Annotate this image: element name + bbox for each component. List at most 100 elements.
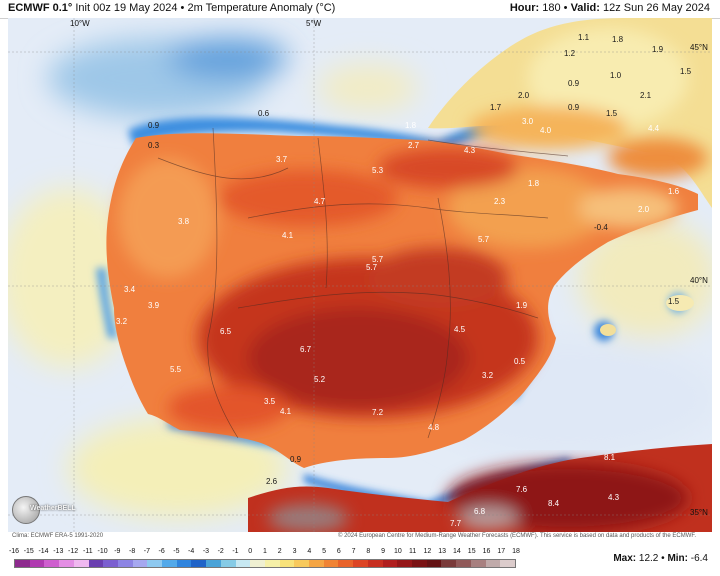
legend-swatch (147, 560, 163, 567)
hour-value: 180 (542, 2, 561, 14)
legend-tick-label: 12 (423, 548, 432, 555)
legend-tick-label: -5 (173, 548, 180, 555)
header-bullet-2: • (563, 2, 568, 14)
max-min-readout: Max: 12.2 • Min: -6.4 (613, 553, 708, 564)
legend-tick-label: -2 (217, 548, 224, 555)
value-label: 0.5 (514, 357, 526, 366)
value-label: 2.7 (408, 141, 420, 150)
legend-swatch (470, 560, 486, 567)
legend-swatch (485, 560, 501, 567)
max-label: Max: (613, 553, 637, 564)
anomaly-map: 10°W 5°W 45°N 40°N 35°N 1.1 1.8 1.9 1.2 … (8, 18, 712, 532)
legend-swatch (88, 560, 104, 567)
legend-tick-label: -12 (67, 548, 79, 555)
legend-swatch (309, 560, 324, 567)
value-label: -0.4 (594, 223, 608, 232)
value-label: 5.7 (478, 235, 490, 244)
legend-swatch (456, 560, 471, 567)
legend-tick-label: -3 (202, 548, 210, 555)
value-label: 1.0 (610, 71, 622, 80)
value-label: 4.8 (428, 423, 440, 432)
legend-swatch (162, 560, 177, 567)
legend-swatch (338, 560, 354, 567)
value-label: 1.5 (668, 297, 680, 306)
header-bullet: • (180, 2, 185, 14)
value-label: 7.7 (450, 519, 462, 528)
value-label: 0.9 (568, 79, 580, 88)
min-label: Min: (667, 553, 688, 564)
max-value: 12.2 (638, 553, 659, 564)
coord-40n: 40°N (690, 276, 708, 285)
header-right: Hour: 180 • Valid: 12z Sun 26 May 2024 (510, 2, 710, 14)
header-left: ECMWF 0.1° Init 00z 19 May 2024 • 2m Tem… (8, 2, 335, 14)
value-label: 1.5 (680, 67, 692, 76)
legend-tick-label: -7 (143, 548, 150, 555)
legend-tick-label: 3 (292, 548, 297, 555)
value-label: 1.2 (564, 49, 576, 58)
legend-tick-label: 11 (409, 548, 417, 555)
value-label: 2.6 (266, 477, 278, 486)
legend-tick-label: 9 (381, 548, 386, 555)
legend-tick-label: -9 (114, 548, 121, 555)
value-label: 2.0 (638, 205, 650, 214)
legend-tick-label: -16 (8, 548, 20, 555)
legend-swatch (206, 560, 221, 567)
iberia-shading (118, 148, 678, 430)
value-label: 3.9 (148, 301, 160, 310)
value-label: 3.7 (276, 155, 288, 164)
init-time: Init 00z 19 May 2024 (75, 2, 178, 14)
legend-swatch (191, 560, 207, 567)
model-name: ECMWF 0.1° (8, 2, 73, 14)
legend-tick-label: 4 (307, 548, 312, 555)
legend-swatch (250, 560, 265, 567)
value-label: 5.7 (366, 263, 378, 272)
legend-tick-label: -8 (128, 548, 136, 555)
valid-label: Valid: (570, 2, 600, 14)
legend-tick-label: -15 (23, 548, 34, 555)
legend-tick-label: 18 (512, 548, 520, 555)
logo-globe-icon (12, 496, 40, 524)
legend-swatch (441, 560, 457, 567)
value-label: 7.6 (516, 485, 528, 494)
value-label: 1.5 (606, 109, 618, 118)
value-label: 4.1 (282, 231, 294, 240)
value-label: 1.6 (668, 187, 680, 196)
valid-time: 12z Sun 26 May 2024 (602, 2, 710, 14)
value-label: 3.5 (264, 397, 276, 406)
value-label: 1.7 (490, 103, 502, 112)
value-label: 3.2 (482, 371, 494, 380)
legend-tick-label: 14 (453, 548, 461, 555)
value-label: 5.7 (372, 255, 384, 264)
france-shading (468, 28, 708, 178)
legend-colors (14, 559, 516, 568)
coord-35n: 35°N (690, 508, 708, 517)
legend-swatch (73, 560, 89, 567)
legend-tick-label: -10 (97, 548, 108, 555)
legend-swatch (500, 560, 515, 567)
legend-ticks: -16 -15 -14 -13 -12 -11 -10 -9 -8 -7 -6 -5 -4 -3 -2 -1 0… (9, 548, 520, 558)
legend-swatch (411, 560, 427, 567)
value-label: 0.9 (290, 455, 302, 464)
value-label: 5.2 (314, 375, 326, 384)
value-label: 4.3 (608, 493, 620, 502)
map-canvas: 10°W 5°W 45°N 40°N 35°N 1.1 1.8 1.9 1.2 … (8, 18, 712, 532)
value-label: 1.9 (652, 45, 664, 54)
legend-swatch (426, 560, 442, 567)
legend-swatch (132, 560, 148, 567)
legend-tick-label: -14 (38, 548, 49, 555)
legend-swatch (15, 560, 30, 567)
value-label: 3.2 (116, 317, 128, 326)
value-label: 8.4 (548, 499, 560, 508)
legend-tick-label: -13 (53, 548, 64, 555)
value-label: 4.7 (314, 197, 326, 206)
value-label: 4.3 (464, 146, 476, 155)
weatherbell-logo: WeatherBELL (12, 496, 76, 524)
legend-tick-label: 8 (366, 548, 371, 555)
value-label: 1.8 (405, 121, 417, 130)
value-label: 1.9 (516, 301, 528, 310)
value-label: 4.5 (454, 325, 466, 334)
value-label: 5.3 (372, 166, 384, 175)
legend-tick-label: 1 (263, 548, 267, 555)
legend-tick-label: -11 (83, 548, 93, 555)
map-footer: Clima: ECMWF ERA-5 1991-2020 © 2024 Euro… (0, 532, 720, 576)
